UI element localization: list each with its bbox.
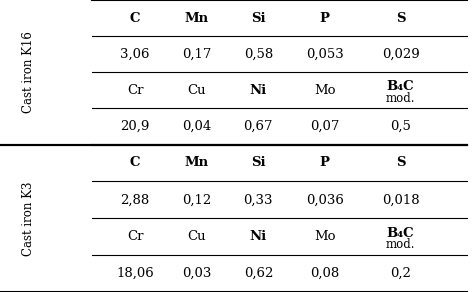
Text: 0,029: 0,029 <box>382 48 419 61</box>
Text: 20,9: 20,9 <box>120 120 150 133</box>
Text: Cu: Cu <box>187 230 206 243</box>
Text: 0,62: 0,62 <box>244 267 273 280</box>
Text: 0,17: 0,17 <box>182 48 211 61</box>
Text: 0,58: 0,58 <box>244 48 273 61</box>
Text: 0,12: 0,12 <box>182 193 211 206</box>
Text: Si: Si <box>251 12 265 25</box>
Text: Mn: Mn <box>185 157 209 169</box>
Text: mod.: mod. <box>386 92 415 105</box>
Text: 2,88: 2,88 <box>120 193 150 206</box>
Text: 0,33: 0,33 <box>244 193 273 206</box>
Text: C: C <box>130 157 140 169</box>
Text: 0,036: 0,036 <box>306 193 344 206</box>
Text: Ni: Ni <box>250 84 267 97</box>
Text: Cr: Cr <box>127 230 143 243</box>
Text: 0,08: 0,08 <box>310 267 339 280</box>
Text: 0,07: 0,07 <box>310 120 339 133</box>
Text: Cr: Cr <box>127 84 143 97</box>
Text: Mo: Mo <box>314 230 336 243</box>
Text: Ni: Ni <box>250 230 267 243</box>
Text: Mn: Mn <box>185 12 209 25</box>
Text: Cast iron K3: Cast iron K3 <box>22 181 35 256</box>
Text: 0,5: 0,5 <box>390 120 411 133</box>
Text: 18,06: 18,06 <box>116 267 154 280</box>
Text: B₄C: B₄C <box>387 80 414 93</box>
Text: 0,03: 0,03 <box>182 267 211 280</box>
Text: P: P <box>319 12 330 25</box>
Text: Si: Si <box>251 157 265 169</box>
Text: S: S <box>396 12 405 25</box>
Text: 0,018: 0,018 <box>382 193 419 206</box>
Text: 0,04: 0,04 <box>182 120 211 133</box>
Text: C: C <box>130 12 140 25</box>
Text: Cu: Cu <box>187 84 206 97</box>
Text: S: S <box>396 157 405 169</box>
Text: B₄C: B₄C <box>387 227 414 239</box>
Text: Cast iron K16: Cast iron K16 <box>22 31 35 113</box>
Text: 0,053: 0,053 <box>306 48 344 61</box>
Text: 3,06: 3,06 <box>120 48 150 61</box>
Text: 0,2: 0,2 <box>390 267 411 280</box>
Text: Mo: Mo <box>314 84 336 97</box>
Text: P: P <box>319 157 330 169</box>
Text: 0,67: 0,67 <box>244 120 273 133</box>
Text: mod.: mod. <box>386 238 415 251</box>
